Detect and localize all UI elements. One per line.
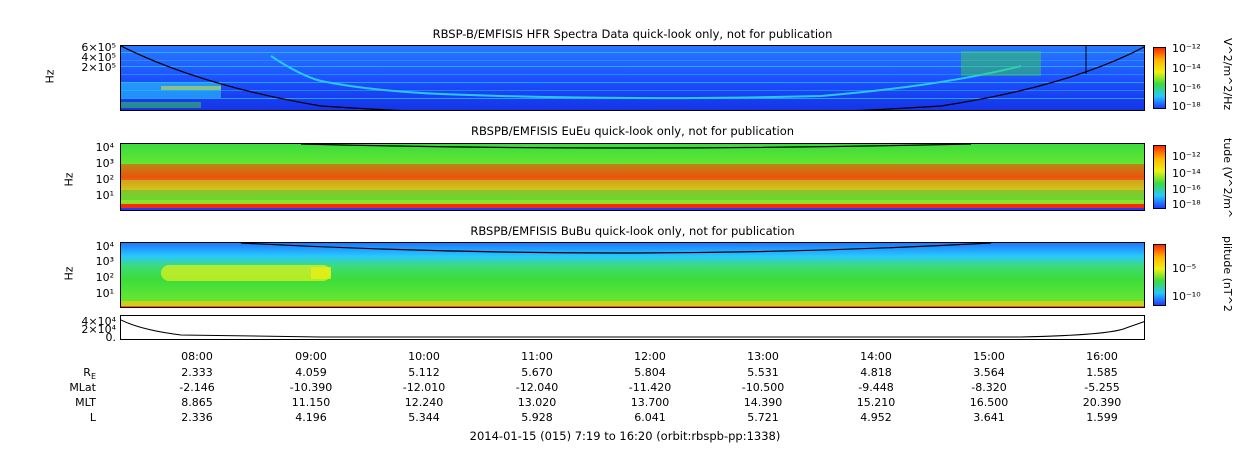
ephemeris-value: 2.336 [181, 411, 213, 424]
panel3-ytick-1: 10³ [95, 255, 114, 268]
ephemeris-value: 5.344 [408, 411, 440, 424]
ephemeris-value: 15.210 [856, 396, 896, 409]
panel1-title: RBSP-B/EMFISIS HFR Spectra Data quick-lo… [432, 27, 833, 41]
panel3-colorbar [1153, 244, 1166, 306]
panel4-ytick-0: 4×10⁴ [81, 315, 116, 328]
ephemeris-value: 4.196 [295, 411, 327, 424]
panel3-cbar-tick-0: 10⁻⁵ [1172, 262, 1197, 275]
ephemeris-value: -12.010 [402, 381, 446, 394]
ephemeris-value: -9.448 [858, 381, 894, 394]
time-tick-label: 14:00 [860, 350, 892, 363]
ephemeris-value: 20.390 [1082, 396, 1122, 409]
ephemeris-value: -5.255 [1084, 381, 1120, 394]
panel3-spectrogram [120, 242, 1145, 308]
ephemeris-row-label: MLat [69, 381, 96, 394]
panel2-cbar-tick-2: 10⁻¹⁶ [1172, 183, 1201, 196]
panel4-line [120, 315, 1145, 340]
panel3-ytick-3: 10¹ [95, 287, 114, 300]
panel2-svg [121, 144, 1144, 210]
time-tick-label: 16:00 [1086, 350, 1118, 363]
ephemeris-value: 3.641 [973, 411, 1005, 424]
panel2-title: RBSPB/EMFISIS EuEu quick-look only, not … [470, 124, 795, 138]
time-tick-label: 15:00 [973, 350, 1005, 363]
ephemeris-value: 4.059 [295, 366, 327, 379]
time-tick-label: 08:00 [181, 350, 213, 363]
time-tick-label: 13:00 [747, 350, 779, 363]
panel1-cbar-tick-0: 10⁻¹² [1172, 42, 1201, 55]
ephemeris-value: 8.865 [181, 396, 213, 409]
ephemeris-value: 5.928 [521, 411, 553, 424]
panel2-ytick-0: 10⁴ [95, 141, 114, 154]
panel2-ytick-2: 10² [95, 173, 114, 186]
ephemeris-row-label: MLT [75, 396, 96, 409]
panel2-cbar-tick-0: 10⁻¹² [1172, 150, 1201, 163]
panel4-ytick-2: 0. [105, 331, 117, 344]
ephemeris-value: -10.500 [741, 381, 785, 394]
panel1-colorbar [1153, 47, 1166, 109]
time-tick-label: 11:00 [521, 350, 553, 363]
ephemeris-row-label: RE [83, 366, 96, 382]
ephemeris-value: 6.041 [634, 411, 666, 424]
time-tick-label: 10:00 [408, 350, 440, 363]
panel1-cbar-tick-1: 10⁻¹⁴ [1172, 62, 1201, 75]
panel3-svg [121, 243, 1144, 307]
ephemeris-value: 13.020 [517, 396, 557, 409]
footer-range: 2014-01-15 (015) 7:19 to 16:20 (orbit:rb… [469, 429, 781, 443]
panel1-spectrogram [120, 45, 1145, 111]
ephemeris-row-label: L [89, 411, 96, 424]
ephemeris-value: 1.599 [1086, 411, 1118, 424]
ephemeris-value: 2.333 [181, 366, 213, 379]
panel1-ytick-2: 2×10⁵ [81, 61, 116, 74]
ephemeris-value: 12.240 [404, 396, 444, 409]
ephemeris-value: 3.564 [973, 366, 1005, 379]
panel2-ytick-1: 10³ [95, 157, 114, 170]
panel1-ylabel: Hz [43, 69, 57, 84]
panel1-svg [121, 46, 1144, 110]
panel2-cbar-label: tude (V^2/m^ [1221, 138, 1234, 219]
ephemeris-value: 5.721 [747, 411, 779, 424]
panel4-ytick-1: 2×10⁴ [81, 323, 116, 336]
panel1-cbar-tick-2: 10⁻¹⁶ [1172, 82, 1201, 95]
ephemeris-value: -12.040 [515, 381, 559, 394]
panel2-cbar-tick-3: 10⁻¹⁸ [1172, 198, 1201, 211]
panel4-svg [121, 319, 1144, 338]
time-tick-label: 09:00 [295, 350, 327, 363]
panel3-cbar-tick-1: 10⁻¹⁰ [1172, 290, 1201, 303]
ephemeris-value: 1.585 [1086, 366, 1118, 379]
panel2-ytick-3: 10¹ [95, 189, 114, 202]
ephemeris-value: -8.320 [971, 381, 1007, 394]
panel1-cbar-label: V^2/m^2/Hz [1221, 38, 1234, 111]
panel1-ytick-0: 6×10⁵ [81, 41, 116, 54]
ephemeris-value: 4.952 [860, 411, 892, 424]
ephemeris-value: -10.390 [289, 381, 333, 394]
panel1-cbar-tick-3: 10⁻¹⁸ [1172, 100, 1201, 113]
panel2-colorbar [1153, 145, 1166, 209]
ephemeris-value: -11.420 [628, 381, 672, 394]
panel3-cbar-label: plitude (nT^2 [1221, 236, 1234, 312]
ephemeris-value: 5.670 [521, 366, 553, 379]
panel3-ytick-2: 10² [95, 271, 114, 284]
ephemeris-value: 4.818 [860, 366, 892, 379]
panel2-cbar-tick-1: 10⁻¹⁴ [1172, 167, 1201, 180]
ephemeris-value: -2.146 [179, 381, 215, 394]
ephemeris-value: 11.150 [291, 396, 331, 409]
panel1-ytick-1: 4×10⁵ [81, 51, 116, 64]
ephemeris-value: 5.112 [408, 366, 440, 379]
panel2-spectrogram [120, 143, 1145, 211]
ephemeris-value: 5.804 [634, 366, 666, 379]
ephemeris-value: 16.500 [969, 396, 1009, 409]
panel3-ytick-0: 10⁴ [95, 240, 114, 253]
ephemeris-value: 13.700 [630, 396, 670, 409]
ephemeris-value: 5.531 [747, 366, 779, 379]
time-tick-label: 12:00 [634, 350, 666, 363]
panel3-title: RBSPB/EMFISIS BuBu quick-look only, not … [470, 224, 795, 238]
ephemeris-value: 14.390 [743, 396, 783, 409]
